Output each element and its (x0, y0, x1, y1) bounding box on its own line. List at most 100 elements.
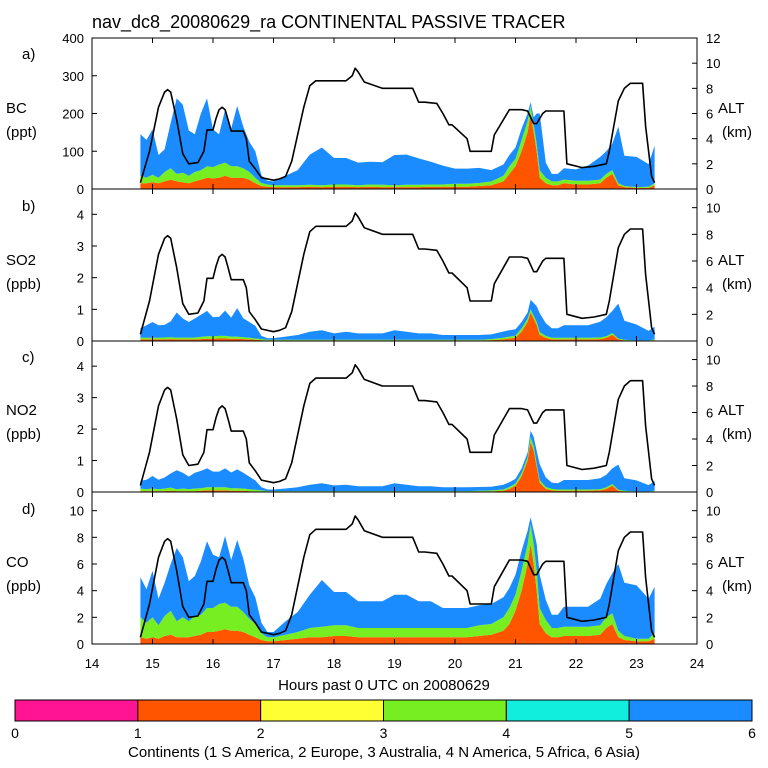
colorbar: 0 1 2 3 4 5 6 (11, 699, 756, 741)
alt-unit-label: (km) (722, 426, 752, 443)
right-tick-label: 8 (706, 530, 713, 545)
altitude-line (139, 67, 656, 184)
left-tick-label: 200 (62, 107, 84, 122)
left-tick-label: 10 (70, 504, 84, 519)
series-area-1-s-america (140, 544, 655, 644)
panel-letter: d) (22, 501, 35, 518)
colorbar-segment (383, 699, 507, 722)
left-tick-label: 1 (77, 454, 84, 469)
colorbar-segment (505, 699, 630, 722)
x-tick-label: 23 (629, 656, 643, 671)
species-label: SO2 (6, 252, 36, 269)
left-tick-label: 6 (77, 557, 84, 572)
left-tick-label: 4 (77, 207, 84, 222)
series-area-1-s-america (140, 312, 655, 341)
panel-frame (91, 340, 698, 493)
right-tick-label: 4 (706, 584, 713, 599)
x-tick-label: 18 (327, 656, 341, 671)
unit-label: (ppb) (6, 426, 41, 443)
panel-letter: c) (22, 349, 35, 366)
x-tick-label: 21 (508, 656, 522, 671)
left-tick-label: 2 (77, 271, 84, 286)
right-tick-label: 2 (706, 610, 713, 625)
right-tick-label: 4 (706, 132, 713, 147)
figure-title: nav_dc8_20080629_ra CONTINENTAL PASSIVE … (92, 12, 566, 33)
series-area-4-n-america (140, 105, 655, 188)
colorbar-tick-label: 4 (502, 725, 510, 741)
alt-label: ALT (718, 554, 744, 571)
series-area-4-n-america (140, 524, 655, 642)
x-tick-label: 15 (145, 656, 159, 671)
colorbar-segment (14, 699, 139, 722)
alt-unit-label: (km) (722, 276, 752, 293)
panel-co: d) CO (ppb) ALT (km) 0 2 4 6 8 10 0 2 4 6 8 10 (6, 491, 752, 652)
x-tick-label: 14 (85, 656, 99, 671)
right-tick-label: 2 (706, 157, 713, 172)
right-tick-label: 0 (706, 334, 713, 349)
right-tick-label: 4 (706, 432, 713, 447)
x-tick-label: 24 (690, 656, 704, 671)
colorbar-tick-label: 3 (380, 725, 388, 741)
right-tick-label: 2 (706, 307, 713, 322)
colorbar-segment (137, 699, 262, 722)
left-tick-label: 400 (62, 31, 84, 46)
right-tick-label: 6 (706, 107, 713, 122)
left-tick-label: 0 (77, 485, 84, 500)
left-tick-label: 3 (77, 391, 84, 406)
right-tick-label: 6 (706, 254, 713, 269)
colorbar-tick-label: 1 (134, 725, 142, 741)
x-tick-label: 19 (387, 656, 401, 671)
left-tick-label: 2 (77, 422, 84, 437)
series-area-4-n-america (140, 309, 655, 341)
alt-unit-label: (km) (722, 578, 752, 595)
right-tick-label: 12 (706, 31, 720, 46)
x-tick-label: 20 (448, 656, 462, 671)
colorbar-tick-label: 5 (625, 725, 633, 741)
left-tick-label: 0 (77, 334, 84, 349)
x-axis-label: Hours past 0 UTC on 20080629 (278, 677, 490, 694)
right-tick-label: 0 (706, 182, 713, 197)
right-tick-label: 10 (706, 353, 720, 368)
x-tick-label: 17 (266, 656, 280, 671)
left-tick-label: 0 (77, 637, 84, 652)
x-tick-label: 22 (569, 656, 583, 671)
right-tick-label: 4 (706, 281, 713, 296)
species-label: BC (6, 100, 27, 117)
right-tick-label: 8 (706, 227, 713, 242)
right-tick-label: 10 (706, 504, 720, 519)
alt-unit-label: (km) (722, 124, 752, 141)
right-tick-label: 6 (706, 406, 713, 421)
left-tick-label: 2 (77, 610, 84, 625)
panel-bc: a) BC (ppt) ALT (km) 0 100 200 300 400 0 2 4 6 8 1… (6, 31, 752, 197)
right-tick-label: 6 (706, 557, 713, 572)
x-tick-label: 16 (206, 656, 220, 671)
species-label: NO2 (6, 402, 37, 419)
series-area-6-asia (140, 430, 655, 492)
colorbar-segment (628, 699, 753, 722)
left-tick-label: 0 (77, 182, 84, 197)
unit-label: (ppb) (6, 578, 41, 595)
right-tick-label: 10 (706, 56, 720, 71)
panel-no2: c) NO2 (ppb) ALT (km) 0 1 2 3 4 0 2 4 6 8 10 (6, 340, 752, 500)
left-tick-label: 8 (77, 530, 84, 545)
unit-label: (ppt) (6, 124, 37, 141)
colorbar-segment (260, 699, 384, 722)
right-tick-label: 8 (706, 81, 713, 96)
altitude-line (139, 212, 656, 335)
right-tick-label: 8 (706, 379, 713, 394)
colorbar-tick-label: 2 (257, 725, 265, 741)
species-label: CO (6, 554, 29, 571)
series-area-1-s-america (140, 113, 655, 189)
right-tick-label: 0 (706, 485, 713, 500)
series-area-6-asia (140, 299, 655, 341)
right-tick-label: 0 (706, 637, 713, 652)
right-tick-label: 10 (706, 201, 720, 216)
altitude-line (139, 515, 656, 638)
left-tick-label: 3 (77, 239, 84, 254)
colorbar-label: Continents (1 S America, 2 Europe, 3 Aus… (128, 744, 640, 761)
panel-letter: b) (22, 198, 35, 215)
left-tick-label: 300 (62, 69, 84, 84)
alt-label: ALT (718, 252, 744, 269)
right-tick-label: 2 (706, 459, 713, 474)
left-tick-label: 4 (77, 584, 84, 599)
